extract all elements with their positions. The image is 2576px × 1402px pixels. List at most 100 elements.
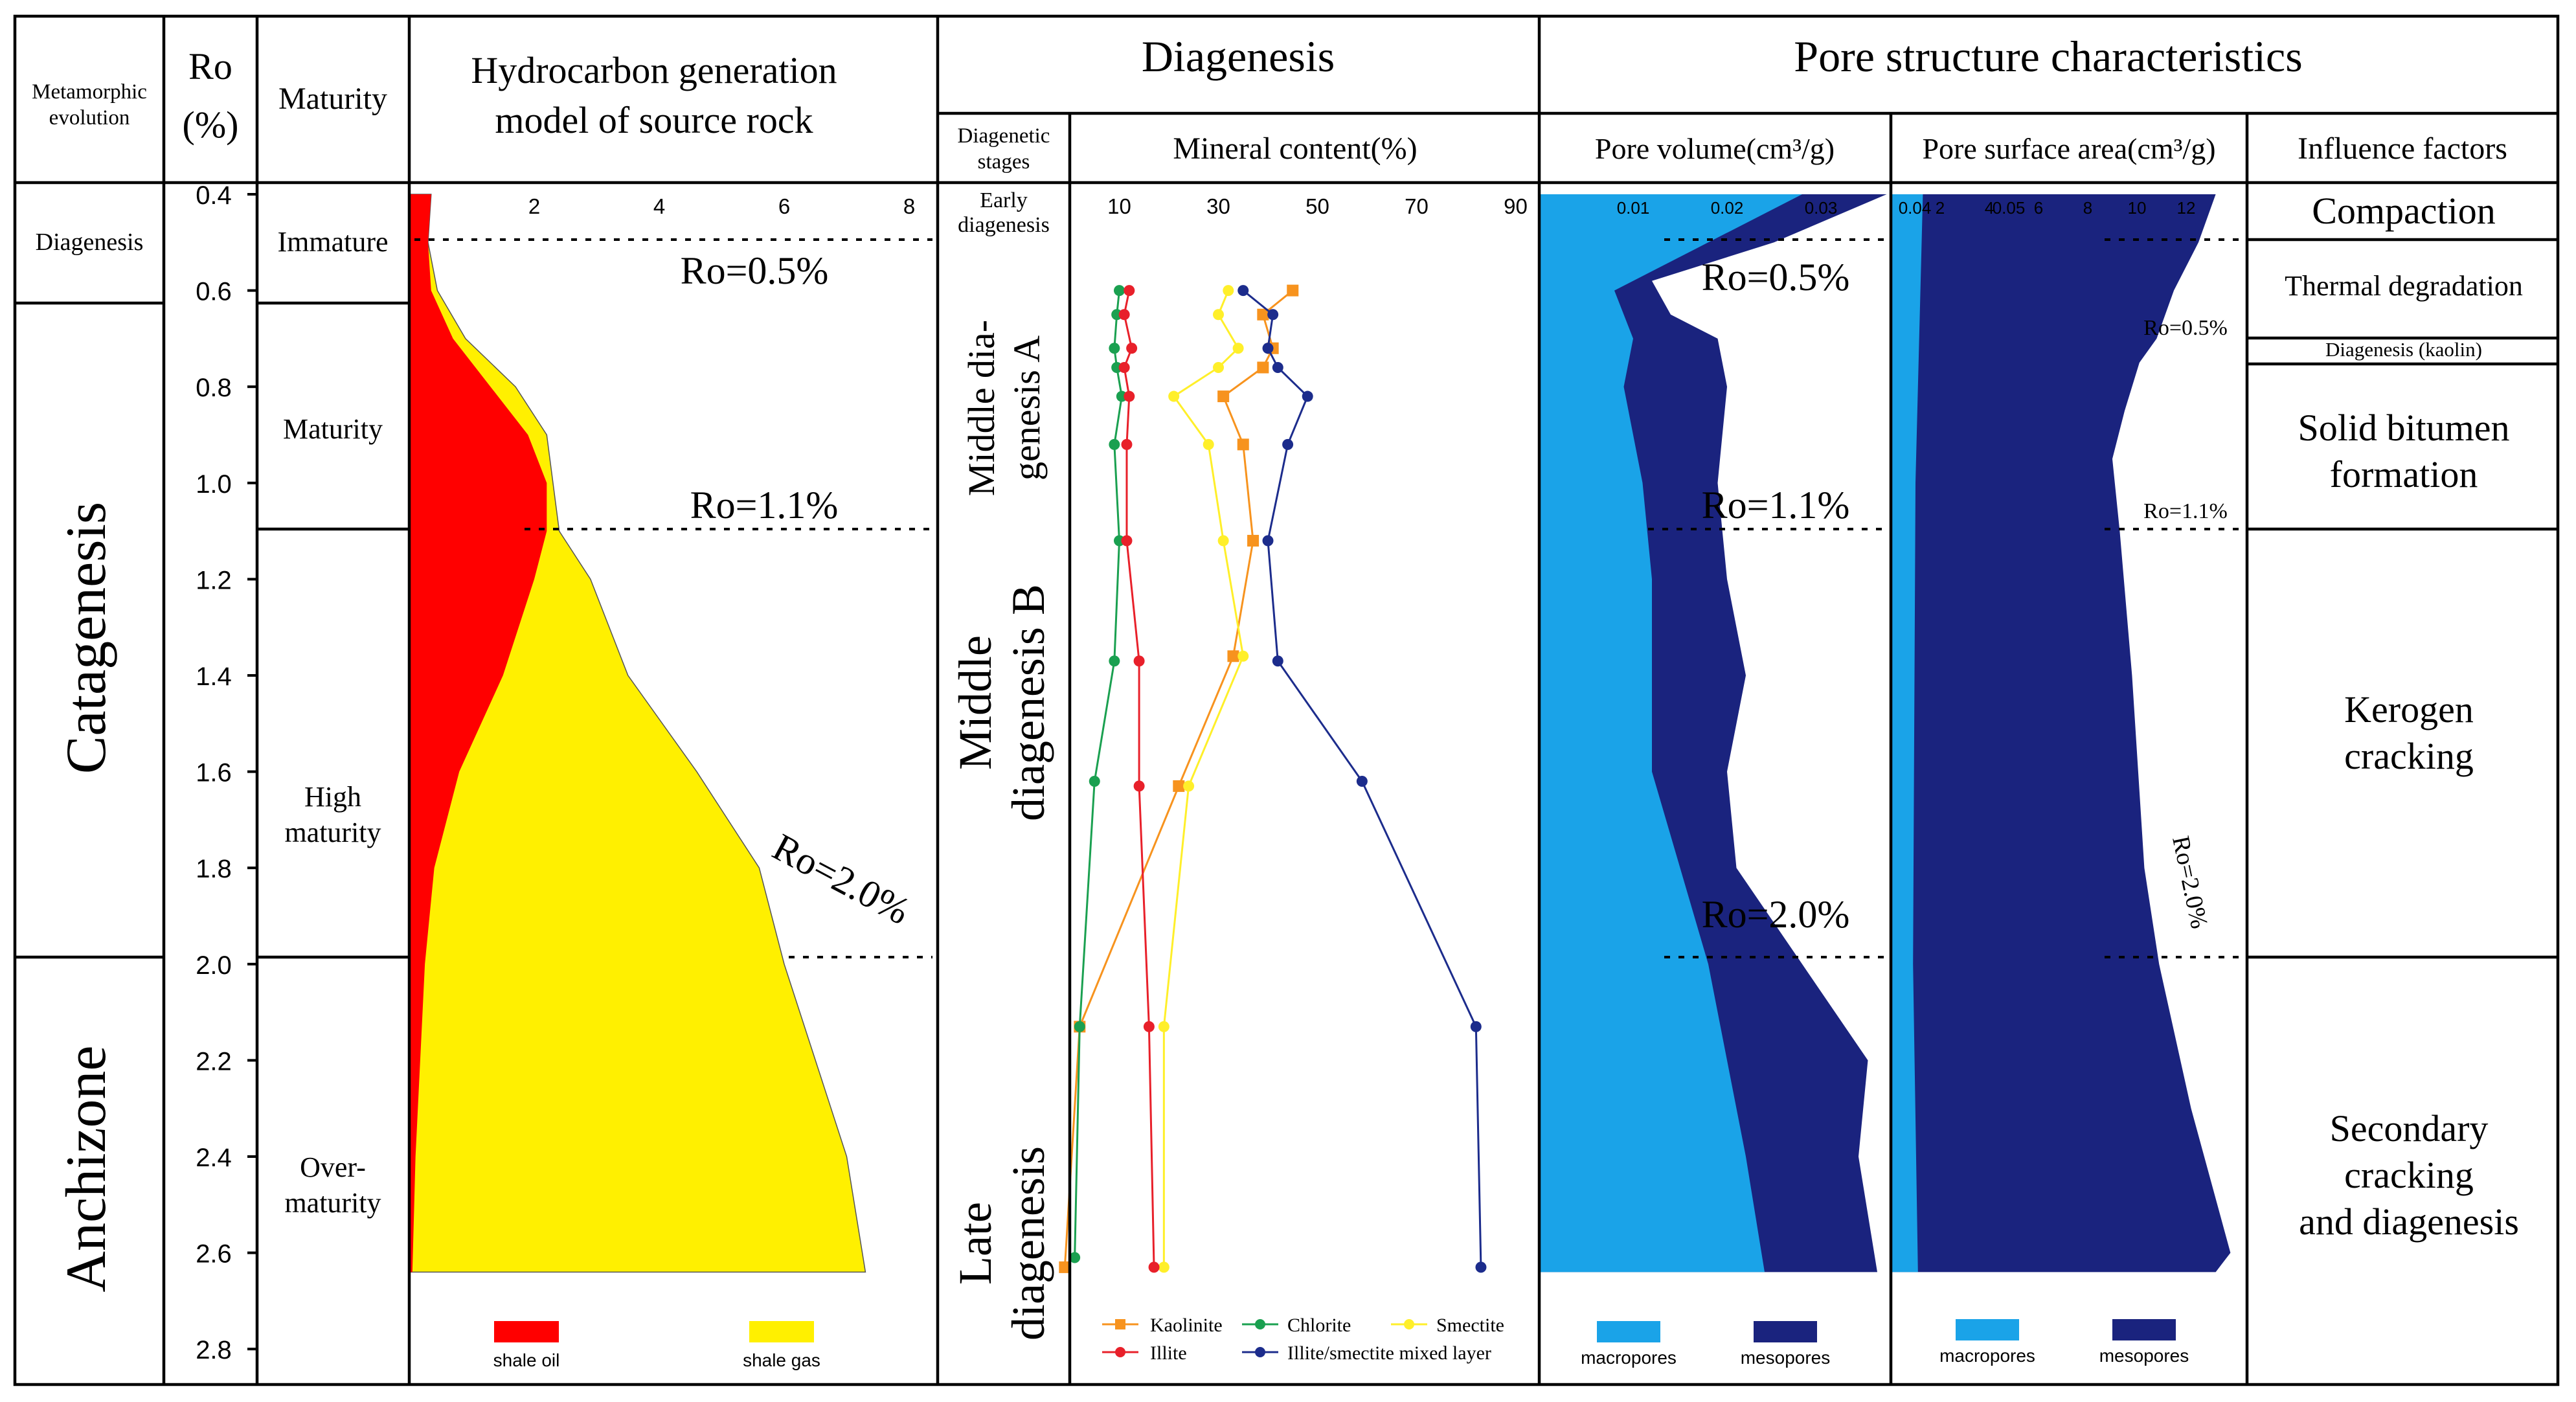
illite-point — [1148, 1261, 1160, 1273]
illite-smectite-mixed-layer-point — [1356, 775, 1368, 787]
psa-legend-macropores-label: macropores — [1939, 1346, 2035, 1366]
chlorite-point — [1069, 1252, 1081, 1263]
x-tick-label: 2 — [1936, 198, 1945, 218]
chlorite-point — [1109, 343, 1120, 354]
maturity-high-line2: maturity — [284, 817, 381, 848]
ro-tick-label: 0.8 — [196, 374, 232, 402]
legend-smectite-label: Smectite — [1436, 1315, 1504, 1336]
hc-legend: shale oil shale gas — [493, 1321, 820, 1370]
header-hydrocarbon-line2: model of source rock — [495, 99, 813, 141]
pv-ro-markers: Ro=0.5% Ro=1.1% Ro=2.0% — [1702, 256, 1850, 936]
illite-point — [1124, 285, 1135, 297]
stage-late-line1: Late — [949, 1202, 1001, 1285]
legend-kaolinite: Kaolinite — [1102, 1315, 1223, 1336]
maturity-over-line2: maturity — [284, 1187, 381, 1219]
maturity-maturity: Maturity — [283, 413, 383, 445]
legend-mixed-layer: Illite/smectite mixed layer — [1242, 1342, 1491, 1364]
hydrocarbon-generation-chart — [409, 194, 866, 1273]
mineral-legend: Kaolinite Chlorite Smectite Illite Illit… — [1102, 1315, 1504, 1364]
stage-diagenesis: Diagenesis — [36, 229, 144, 256]
ro-axis: 0.4 0.6 0.8 1.0 1.2 1.4 1.6 1.8 2.0 2.2 2.4 2.6 2.8 — [196, 181, 257, 1364]
pv-macropores-area — [1539, 194, 1802, 1272]
kaolinite-point — [1257, 308, 1269, 321]
stage-early-line1: Early — [980, 188, 1028, 212]
legend-chlorite-label: Chlorite — [1287, 1315, 1351, 1336]
smectite-point — [1213, 361, 1224, 373]
kaolinite-point — [1257, 361, 1269, 374]
ro-tick-label: 1.4 — [196, 662, 232, 691]
header-maturity: Maturity — [278, 82, 387, 116]
stage-anchizone: Anchizone — [55, 1045, 118, 1292]
illite-smectite-mixed-layer-point — [1267, 309, 1279, 321]
illite-point — [1143, 1021, 1155, 1032]
stage-middle-a-line1: Middle dia- — [960, 320, 1002, 496]
pv-ro05-label: Ro=0.5% — [1702, 256, 1850, 299]
legend-illite: Illite — [1102, 1342, 1187, 1364]
psa-legend: macropores mesopores — [1939, 1319, 2189, 1366]
smectite-point — [1168, 390, 1180, 402]
header-metamorphic-line1: Metamorphic — [32, 80, 147, 104]
mineral-content-chart — [1059, 284, 1487, 1273]
x-tick-label: 4 — [653, 194, 665, 218]
header-mineral-content: Mineral content(%) — [1173, 131, 1417, 166]
header: Metamorphic evolution Ro (%) Maturity Hy… — [32, 32, 2507, 174]
factor-bitumen-line2: formation — [2330, 453, 2478, 495]
factor-kerogen-line1: Kerogen — [2344, 688, 2474, 730]
legend-illite-marker — [1115, 1347, 1125, 1357]
factor-thermal-degradation: Thermal degradation — [2285, 270, 2523, 302]
kaolinite-point — [1173, 780, 1185, 792]
table-grid — [13, 14, 2560, 1386]
stage-late-line2: diagenesis — [1002, 1146, 1054, 1340]
kaolinite-point — [1237, 438, 1249, 451]
ro-tick-label: 2.2 — [196, 1047, 232, 1076]
ro-tick-label: 2.6 — [196, 1240, 232, 1269]
header-hydrocarbon-line1: Hydrocarbon generation — [471, 49, 837, 91]
illite-smectite-mixed-layer-point — [1272, 655, 1283, 667]
header-ro-line1: Ro — [188, 45, 232, 87]
chlorite-point — [1114, 285, 1125, 297]
pore-surface-x-axis: 2 4 6 8 10 12 — [1936, 198, 2196, 218]
psa-macropores-area — [1891, 194, 1923, 1272]
illite-point — [1126, 343, 1138, 354]
outer-border — [13, 14, 2560, 1386]
maturity-high-line1: High — [304, 781, 361, 813]
legend-shale-gas-label: shale gas — [743, 1350, 820, 1370]
pv-legend-mesopores-label: mesopores — [1741, 1348, 1831, 1368]
smectite-point — [1158, 1261, 1169, 1273]
smectite-point — [1213, 309, 1224, 321]
ro-boundary-dashes — [414, 238, 2247, 958]
stage-middle-b-line1: Middle — [949, 635, 1001, 770]
psa-legend-mesopores-swatch — [2112, 1319, 2176, 1340]
legend-smectite: Smectite — [1391, 1315, 1504, 1336]
legend-mixed-label: Illite/smectite mixed layer — [1287, 1342, 1491, 1364]
pv-legend-mesopores-swatch — [1754, 1321, 1817, 1342]
ro-tick-label: 2.4 — [196, 1144, 232, 1172]
maturity-stages: Immature Maturity High maturity Over- ma… — [277, 226, 388, 1219]
hc-ro11-label: Ro=1.1% — [690, 484, 839, 526]
x-tick-label: 10 — [2128, 198, 2147, 218]
illite-smectite-mixed-layer-point — [1237, 285, 1249, 297]
illite-point — [1121, 438, 1133, 450]
ro-tick-label: 2.0 — [196, 951, 232, 980]
ro-tick-label: 1.6 — [196, 759, 232, 787]
illite-point — [1133, 655, 1145, 667]
ro-tick-label: 0.4 — [196, 181, 232, 210]
header-diagenetic-stages-line1: Diagenetic — [958, 124, 1050, 148]
maturity-over-line1: Over- — [300, 1151, 366, 1183]
pv-legend: macropores mesopores — [1581, 1321, 1830, 1368]
stage-early-line2: diagenesis — [958, 213, 1050, 237]
psa-legend-macropores-swatch — [1956, 1319, 2019, 1340]
legend-chlorite-marker — [1255, 1319, 1265, 1329]
stage-middle-a-line2: genesis A — [1006, 335, 1048, 481]
header-pore-surface: Pore surface area(cm³/g) — [1922, 132, 2215, 165]
x-tick-label: 30 — [1206, 194, 1230, 218]
factor-secondary-line3: and diagenesis — [2299, 1201, 2519, 1243]
chlorite-point — [1109, 655, 1120, 667]
psa-mesopores-area — [1891, 194, 2231, 1272]
kaolinite-point — [1247, 534, 1260, 547]
smectite-point — [1217, 535, 1229, 547]
ro-tick-label: 1.2 — [196, 566, 232, 594]
hc-ro05-label: Ro=0.5% — [681, 249, 829, 292]
psa-ro05-label: Ro=0.5% — [2143, 316, 2228, 340]
